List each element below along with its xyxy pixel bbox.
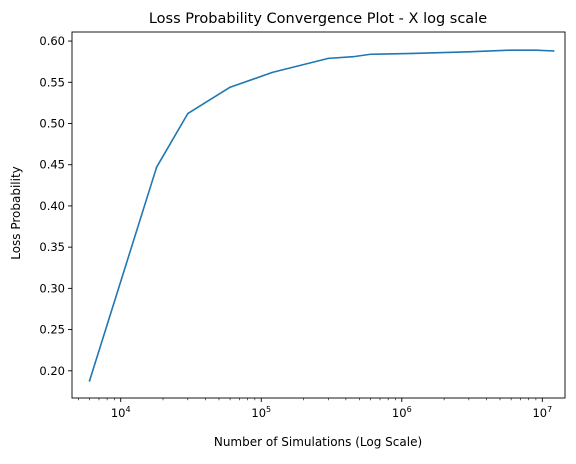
data-point	[186, 112, 189, 115]
x-tick-label: 104	[111, 405, 131, 420]
x-axis-label: Number of Simulations (Log Scale)	[214, 435, 422, 449]
data-point	[229, 86, 231, 89]
y-axis-label: Loss Probability	[9, 166, 23, 260]
y-tick-label: 0.45	[39, 158, 65, 172]
data-point	[412, 52, 414, 55]
y-tick-label: 0.30	[39, 281, 65, 295]
data-point	[552, 50, 555, 52]
chart-title: Loss Probability Convergence Plot - X lo…	[149, 11, 487, 27]
y-tick-label: 0.40	[39, 199, 65, 213]
y-tick-label: 0.55	[39, 75, 65, 89]
axes-frame	[71, 31, 566, 399]
y-tick-label: 0.60	[39, 34, 65, 48]
data-point	[271, 71, 274, 74]
y-tick-label: 0.35	[39, 240, 65, 254]
data-point	[535, 49, 537, 51]
x-tick-label: 106	[392, 405, 412, 420]
data-point	[510, 49, 512, 51]
y-tick-label: 0.50	[39, 117, 65, 131]
x-tick-label: 105	[251, 405, 271, 420]
data-point	[369, 53, 372, 56]
y-tick-label: 0.25	[39, 323, 65, 337]
data-point	[352, 55, 354, 58]
data-point	[88, 379, 91, 382]
data-point	[327, 57, 330, 60]
data-point	[468, 50, 470, 53]
x-tick-label: 107	[532, 405, 552, 420]
data-point	[155, 166, 158, 168]
plot-area: 0.20 0.25 0.30 0.35 0.40 0.45 0.50 0.55 0.60 104 1…	[39, 31, 566, 420]
y-tick-label: 0.20	[39, 364, 65, 378]
